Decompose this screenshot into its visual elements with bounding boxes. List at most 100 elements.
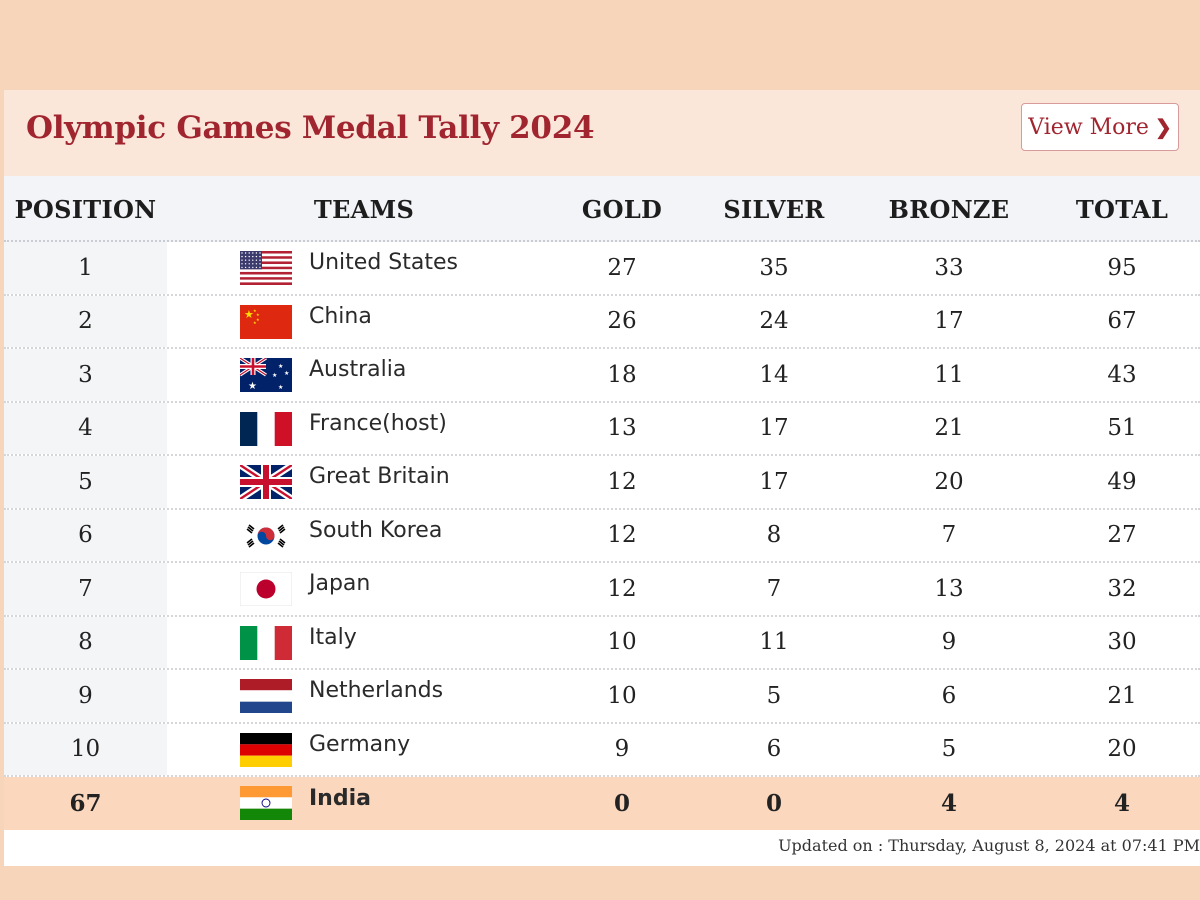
table-row[interactable]: 5 Great Britain 12 17 20 49: [4, 456, 1200, 510]
table-row[interactable]: 8 Italy 10 11 9 30: [4, 616, 1200, 670]
position-cell-background: [4, 402, 167, 454]
gold-count: 13: [607, 415, 637, 442]
table-row[interactable]: 7 Japan 12 7 13 32: [4, 563, 1200, 617]
svg-text:★: ★: [272, 372, 277, 379]
gold-count: 10: [607, 682, 637, 709]
column-header-gold[interactable]: GOLD: [581, 194, 663, 224]
france-flag-icon: [240, 411, 292, 446]
table-row[interactable]: 10 Germany 9 6 5 20: [4, 723, 1200, 777]
silver-count: 17: [759, 415, 789, 442]
netherlands-flag-icon: [240, 679, 292, 713]
footer: [4, 830, 1200, 866]
total-count: 67: [1107, 308, 1137, 335]
position-cell: 8: [78, 629, 93, 656]
silver-count: 35: [759, 254, 789, 281]
team-name[interactable]: China: [309, 303, 372, 329]
team-name[interactable]: India: [309, 786, 371, 812]
bronze-count: 21: [934, 415, 964, 442]
bronze-count: 4: [940, 790, 957, 818]
silver-count: 14: [759, 361, 789, 388]
total-count: 32: [1107, 575, 1137, 602]
team-name[interactable]: Netherlands: [309, 678, 444, 704]
svg-text:★: ★: [256, 317, 260, 322]
gold-count: 18: [607, 361, 637, 388]
position-cell: 2: [78, 308, 93, 335]
gold-count: 0: [613, 790, 630, 818]
south-korea-flag-icon: [240, 518, 292, 553]
team-name[interactable]: Great Britain: [309, 464, 450, 490]
team-name[interactable]: Italy: [309, 624, 357, 650]
gold-count: 12: [607, 522, 637, 549]
gold-count: 9: [614, 736, 630, 763]
position-cell: 10: [70, 736, 101, 763]
position-cell-background: [4, 295, 167, 347]
position-cell: 9: [78, 682, 93, 709]
gold-count: 26: [607, 308, 637, 335]
column-header-teams[interactable]: TEAMS: [313, 194, 415, 224]
position-cell-background: [4, 563, 167, 615]
total-count: 20: [1107, 736, 1137, 763]
total-count: 21: [1107, 682, 1137, 709]
team-name[interactable]: Germany: [309, 731, 411, 757]
svg-text:★: ★: [248, 381, 257, 392]
bronze-count: 7: [941, 522, 957, 549]
position-cell: 3: [78, 361, 93, 388]
position-cell: 4: [78, 415, 93, 442]
bronze-count: 11: [934, 361, 964, 388]
team-name[interactable]: South Korea: [309, 517, 443, 543]
gold-count: 12: [607, 468, 637, 495]
table-row[interactable]: 4 France(host) 13 17 21 51: [4, 402, 1200, 456]
germany-flag-icon: [240, 732, 292, 767]
total-count: 30: [1107, 629, 1137, 656]
position-cell: 6: [78, 522, 93, 549]
japan-flag-icon: [240, 572, 292, 606]
svg-text:★: ★: [253, 320, 257, 325]
chevron-right-icon: ❯: [1154, 115, 1172, 139]
gold-count: 10: [607, 629, 637, 656]
table-row[interactable]: 3 ★ ★ ★ ★ ★ Australia 18 14 11 43: [4, 349, 1200, 403]
position-cell: 5: [78, 468, 93, 495]
total-count: 49: [1107, 468, 1137, 495]
column-header-silver[interactable]: SILVER: [723, 194, 825, 224]
team-name[interactable]: United States: [309, 250, 458, 276]
silver-count: 6: [766, 736, 782, 763]
header-bar: Olympic Games Medal Tally 2024 View More…: [4, 90, 1200, 176]
italy-flag-icon: [240, 625, 292, 660]
team-name[interactable]: Japan: [309, 571, 371, 597]
total-count: 43: [1107, 361, 1137, 388]
bronze-count: 33: [934, 254, 964, 281]
svg-text:★: ★: [253, 308, 257, 313]
table-row[interactable]: 1 United States 27 35 33 95: [4, 242, 1200, 296]
position-cell-background: [4, 509, 167, 561]
silver-count: 0: [765, 790, 782, 818]
bronze-count: 20: [934, 468, 964, 495]
column-header-total[interactable]: TOTAL: [1075, 194, 1169, 224]
team-name[interactable]: Australia: [309, 357, 407, 383]
total-count: 95: [1107, 254, 1137, 281]
silver-count: 17: [759, 468, 789, 495]
position-cell-background: [4, 616, 167, 668]
silver-count: 5: [766, 682, 782, 709]
usa-flag-icon: [240, 251, 292, 285]
total-count: 4: [1113, 790, 1130, 818]
bronze-count: 5: [941, 736, 957, 763]
silver-count: 24: [759, 308, 789, 335]
table-row-highlighted[interactable]: 67 India 0 0 4 4: [4, 777, 1200, 831]
page-title: Olympic Games Medal Tally 2024: [26, 110, 595, 146]
medal-tally-panel: Olympic Games Medal Tally 2024 View More…: [4, 90, 1200, 866]
team-name[interactable]: France(host): [309, 410, 447, 436]
gold-count: 12: [607, 575, 637, 602]
table-row[interactable]: 6 South Korea 12 8 7 27: [4, 509, 1200, 563]
position-cell-background: [4, 349, 167, 401]
bronze-count: 9: [941, 629, 957, 656]
view-more-button[interactable]: View More ❯: [1021, 103, 1179, 151]
table-row[interactable]: 9 Netherlands 10 5 6 21: [4, 670, 1200, 724]
svg-text:★: ★: [278, 363, 283, 370]
updated-timestamp: Updated on : Thursday, August 8, 2024 at…: [778, 836, 1200, 855]
table-row[interactable]: 2 ★ ★ ★ ★ ★ China 26 24 17 67: [4, 295, 1200, 349]
great-britain-flag-icon: [240, 465, 292, 499]
column-header-bronze[interactable]: BRONZE: [888, 194, 1010, 224]
bronze-count: 6: [941, 682, 957, 709]
column-header-position[interactable]: POSITION: [14, 194, 157, 224]
total-count: 27: [1107, 522, 1137, 549]
